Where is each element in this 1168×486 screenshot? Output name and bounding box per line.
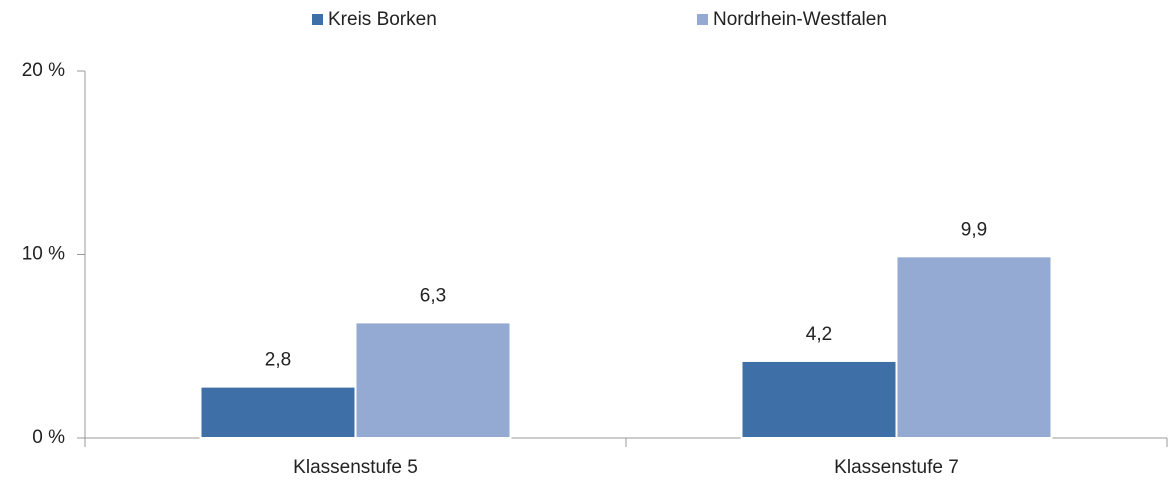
x-tick-label: Klassenstufe 5 xyxy=(293,457,418,478)
bar xyxy=(895,255,1053,439)
value-label: 2,8 xyxy=(265,350,291,371)
x-tick-label: Klassenstufe 7 xyxy=(834,457,959,478)
bar xyxy=(199,385,357,439)
y-tick-label: 10 % xyxy=(22,244,65,265)
y-tick-label: 20 % xyxy=(22,60,65,81)
bar xyxy=(740,359,898,439)
bar xyxy=(354,321,512,439)
value-label: 6,3 xyxy=(420,285,446,306)
legend-swatch xyxy=(697,14,708,25)
value-label: 4,2 xyxy=(806,324,832,345)
legend-label: Kreis Borken xyxy=(328,9,437,30)
value-label: 9,9 xyxy=(961,219,987,240)
legend-label: Nordrhein-Westfalen xyxy=(713,9,887,30)
y-tick-label: 0 % xyxy=(32,427,65,448)
legend-swatch xyxy=(312,14,323,25)
